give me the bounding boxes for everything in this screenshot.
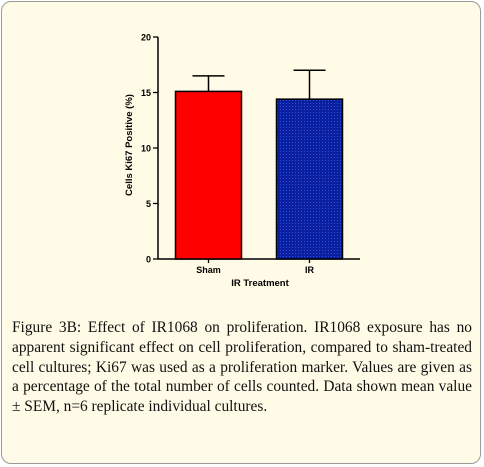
bar-ir: [275, 98, 344, 260]
x-tick-label: IR: [305, 265, 315, 275]
bar-sham: [174, 90, 243, 260]
y-tick-label: 0: [146, 255, 151, 265]
y-axis-label: Cells Ki67 Positive (%): [124, 94, 135, 196]
bar-chart: 0 5 10 15 20 Sham IR IR Treatment Cells Ki67 Pos…: [124, 33, 360, 290]
figure-caption: Figure 3B: Effect of IR1068 on prolifera…: [12, 318, 472, 417]
x-axis-label: IR Treatment: [231, 278, 289, 289]
chart-bars: [174, 69, 344, 260]
y-tick-label: 10: [141, 144, 151, 154]
caption-text: Effect of IR1068 on proliferation. IR106…: [12, 319, 472, 416]
y-tick-label: 20: [141, 33, 151, 43]
y-tick-label: 5: [146, 199, 151, 209]
chart-labels: 0 5 10 15 20 Sham IR IR Treatment Cells Ki67 Pos…: [124, 33, 315, 290]
x-tick-label: Sham: [196, 265, 221, 275]
y-tick-label: 15: [141, 88, 151, 98]
caption-label: Figure 3B:: [12, 319, 82, 336]
